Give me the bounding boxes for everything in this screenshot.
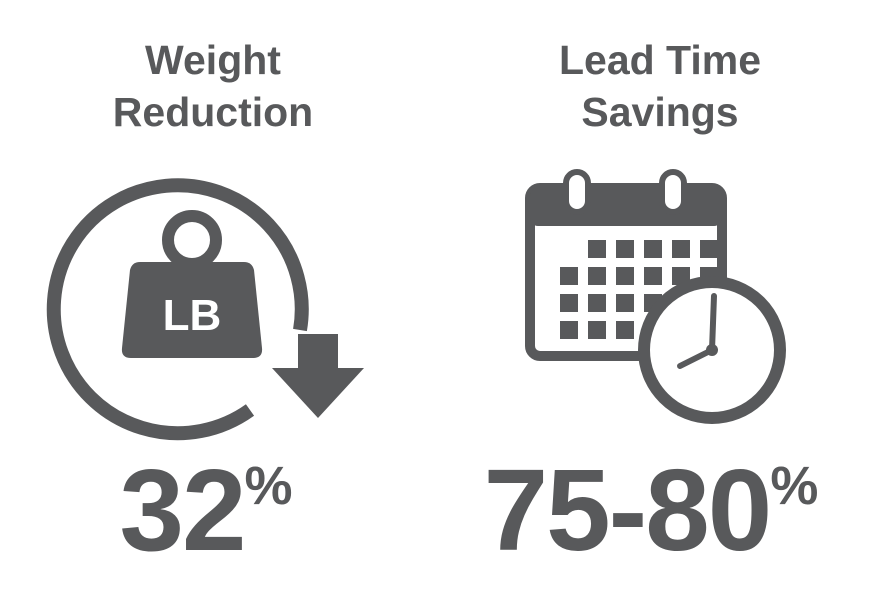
title-line: Weight <box>145 37 281 83</box>
icon-label: LB <box>163 291 222 340</box>
value-unit: % <box>770 456 817 516</box>
calendar-day <box>560 267 578 285</box>
calendar-day <box>616 294 634 312</box>
value: 32% <box>119 445 291 575</box>
calendar-day <box>672 267 690 285</box>
calendar-day <box>644 267 662 285</box>
value-number: 75-80 <box>484 445 771 575</box>
calendar-day <box>588 321 606 339</box>
calendar-day <box>644 240 662 258</box>
calendar-day <box>588 267 606 285</box>
calendar-icon <box>525 169 786 424</box>
value-unit: % <box>245 456 292 516</box>
value: 75-80% <box>484 445 818 575</box>
calendar-day <box>616 240 634 258</box>
title-line: Reduction <box>113 89 313 135</box>
calendar-day <box>588 240 606 258</box>
calendar-day <box>560 321 578 339</box>
calendar-day <box>560 294 578 312</box>
calendar-day <box>588 294 606 312</box>
calendar-day <box>616 321 634 339</box>
weight-icon: LB <box>46 178 364 441</box>
title-line: Lead Time <box>559 37 761 83</box>
value-number: 32 <box>119 445 244 575</box>
calendar-day <box>672 240 690 258</box>
calendar-day <box>700 240 718 258</box>
calendar-day <box>616 267 634 285</box>
title-line: Savings <box>581 89 738 135</box>
